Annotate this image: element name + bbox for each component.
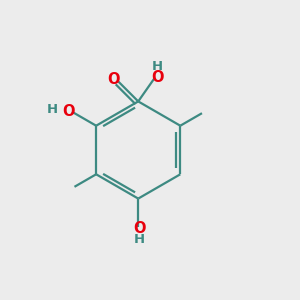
- Text: H: H: [152, 60, 164, 73]
- Text: H: H: [134, 233, 145, 246]
- Text: O: O: [63, 103, 75, 118]
- Text: O: O: [134, 221, 146, 236]
- Text: H: H: [47, 103, 58, 116]
- Text: O: O: [152, 70, 164, 85]
- Text: O: O: [107, 72, 119, 87]
